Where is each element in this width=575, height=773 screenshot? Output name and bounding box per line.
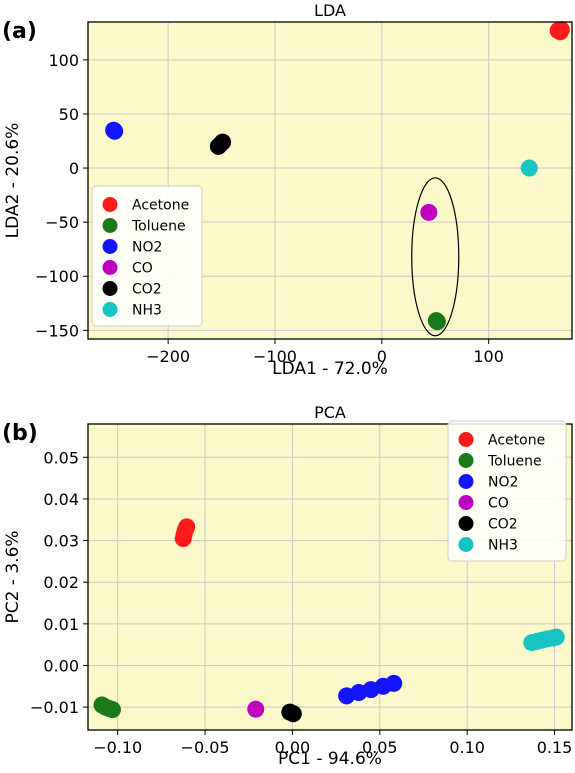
legend-label-acetone: Acetone (132, 198, 189, 214)
legend-label-toluene: Toluene (131, 219, 186, 235)
data-point-acetone (552, 21, 570, 39)
data-point-co2 (214, 133, 232, 151)
legend-marker-nh3 (102, 302, 118, 317)
data-point-no2 (106, 122, 124, 140)
legend-marker-co (458, 495, 474, 510)
legend-label-co2: CO2 (488, 517, 518, 533)
legend-marker-nh3 (458, 537, 474, 552)
legend-label-co2: CO2 (132, 282, 162, 298)
x-tick-label: 0.05 (362, 738, 398, 757)
data-point-acetone (178, 518, 196, 536)
legend: Acetone Toluene NO2 CO CO2 NH3 (91, 185, 203, 327)
y-tick-label: 100 (48, 51, 79, 70)
x-tick-label: −0.05 (181, 738, 230, 757)
data-point-toluene (103, 701, 121, 719)
legend-label-co: CO (488, 496, 509, 512)
x-tick-label: −0.10 (93, 738, 142, 757)
x-tick-label: −200 (146, 347, 190, 366)
panel-pca: −0.10 −0.05 0.00 0.05 0.10 0.15 −0.01 0.00 0.01 0… (2, 403, 573, 769)
legend-label-nh3: NH3 (488, 538, 518, 554)
panel-lda: −200 −100 0 100 −150 −100 −50 0 50 100 LDA LDA1 - 7… (2, 1, 573, 379)
data-point-toluene (428, 313, 446, 331)
legend-box (447, 420, 567, 562)
chart-title: PCA (314, 403, 346, 422)
y-tick-label: 0.05 (43, 448, 79, 467)
legend-label-nh3: NH3 (132, 303, 162, 319)
x-tick-label: 0.15 (537, 738, 573, 757)
y-tick-label: 0.01 (43, 615, 79, 634)
legend-marker-toluene (458, 453, 474, 468)
legend-marker-co (102, 260, 118, 275)
y-tick-label: −150 (35, 321, 79, 340)
y-tick-label: −50 (45, 213, 79, 232)
x-tick-label: −100 (253, 347, 297, 366)
axes-frame (87, 423, 573, 731)
legend-marker-acetone (102, 197, 118, 212)
legend-marker-acetone (458, 432, 474, 447)
annotation-ellipse (411, 177, 460, 337)
y-axis-label: LDA2 - 20.6% (3, 123, 23, 239)
y-tick-label: 0 (69, 159, 79, 178)
y-tick-label: 0.00 (43, 656, 79, 675)
legend-marker-no2 (102, 239, 118, 254)
panel-label: (b) (2, 421, 38, 446)
y-tick-label: 0.02 (43, 573, 79, 592)
legend-marker-co2 (102, 281, 118, 296)
x-tick-label: 0.00 (275, 738, 311, 757)
chart-title: LDA (314, 1, 346, 20)
data-point-co (247, 700, 265, 718)
legend-marker-toluene (102, 218, 118, 233)
x-axis-label: PC1 - 94.6% (278, 749, 382, 769)
x-tick-label: 0.10 (449, 738, 485, 757)
data-point-co2 (284, 705, 302, 723)
y-tick-label: 0.04 (43, 490, 79, 509)
data-point-nh3 (520, 159, 538, 177)
legend: Acetone Toluene NO2 CO CO2 NH3 (447, 420, 567, 562)
x-tick-label: 100 (473, 347, 504, 366)
x-tick-label: 0 (377, 347, 387, 366)
legend-label-no2: NO2 (488, 475, 518, 491)
y-tick-label: −100 (35, 267, 79, 286)
panel-label: (a) (2, 19, 37, 44)
data-point-no2 (385, 674, 403, 692)
legend-label-acetone: Acetone (488, 433, 545, 449)
legend-marker-co2 (458, 516, 474, 531)
data-point-co (420, 203, 438, 221)
legend-label-no2: NO2 (132, 240, 162, 256)
legend-label-toluene: Toluene (487, 454, 542, 470)
x-axis-label: LDA1 - 72.0% (272, 359, 388, 379)
data-point-nh3 (547, 628, 565, 646)
axes-frame (87, 21, 573, 340)
legend-label-co: CO (132, 261, 153, 277)
legend-marker-no2 (458, 474, 474, 489)
legend-box (91, 185, 203, 327)
y-tick-label: 0.03 (43, 532, 79, 551)
y-tick-label: −0.01 (30, 698, 79, 717)
y-tick-label: 50 (59, 105, 79, 124)
y-axis-label: PC2 - 3.6% (3, 530, 23, 623)
